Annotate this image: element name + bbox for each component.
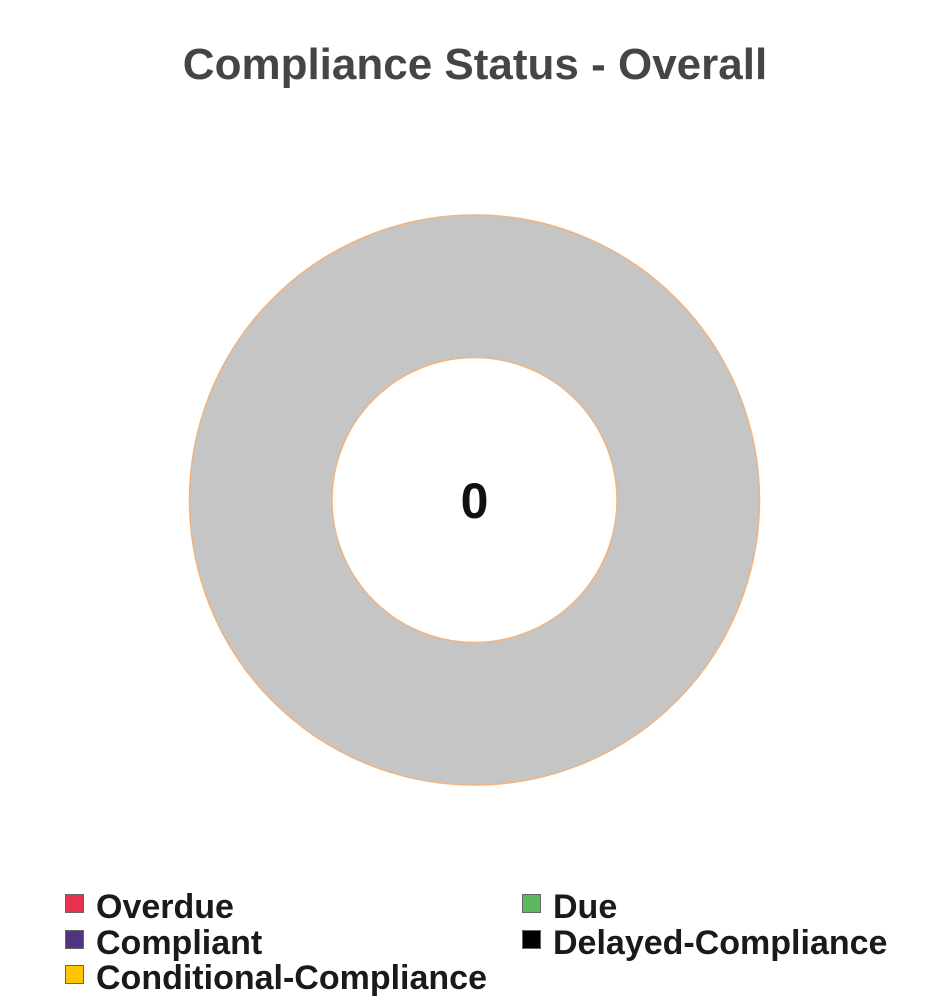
svg-text:0: 0: [461, 473, 489, 529]
